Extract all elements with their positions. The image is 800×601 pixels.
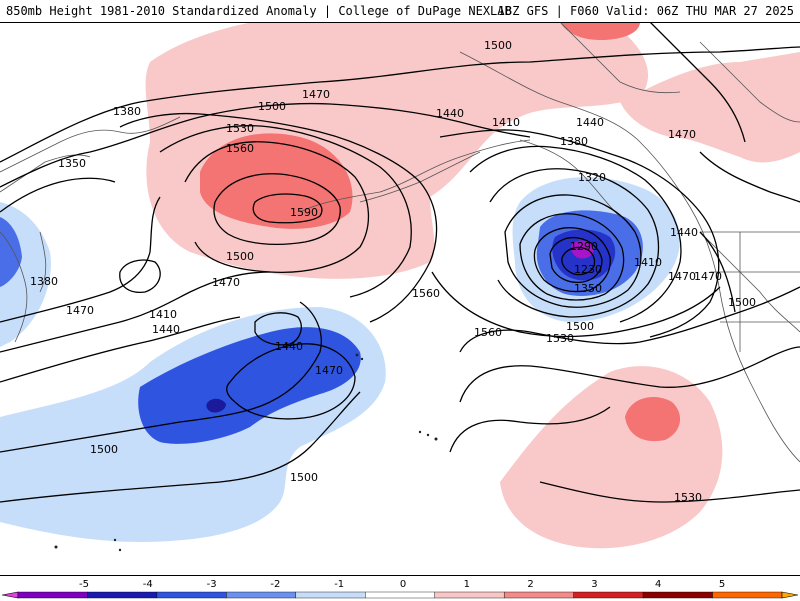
contour-label: 1470: [66, 304, 94, 317]
anomaly-fill-negative-west-core: [0, 217, 22, 287]
colorbar-tick-label: 2: [527, 579, 533, 590]
anomaly-fill-negative-central-dot: [206, 398, 226, 413]
contour-label: 1440: [152, 323, 180, 336]
anomaly-fill-positive-core: [200, 133, 353, 229]
contour-label: 1500: [728, 296, 756, 309]
contour-label: 1590: [290, 206, 318, 219]
anomaly-fill-negative-low-center: [571, 240, 594, 259]
anomaly-fill-positive-south-core: [625, 397, 681, 442]
colorbar-segment: [434, 591, 505, 599]
contour-label: 1470: [694, 270, 722, 283]
colorbar-tick-label: 3: [591, 579, 597, 590]
contour-label: 1440: [670, 226, 698, 239]
colorbar-arrow-right: [781, 591, 799, 599]
colorbar-segment: [365, 591, 435, 599]
colorbar: -5 -4 -3 -2 -1 0 1 2 3 4 5: [0, 575, 800, 601]
contour-label: 1410: [149, 308, 177, 321]
colorbar-tick-label: -1: [334, 579, 344, 590]
coastlines: [0, 22, 800, 463]
contour-label: 1290: [570, 240, 598, 253]
map-canvas: 1380 1350 1380 1470 1410 1440 1500 1470 …: [0, 22, 800, 575]
contour-label: 1500: [226, 250, 254, 263]
contour-label: 1380: [560, 135, 588, 148]
colorbar-canvas: -5 -4 -3 -2 -1 0 1 2 3 4 5: [1, 579, 799, 599]
contour-label: 1440: [436, 107, 464, 120]
contour-label: 1350: [574, 282, 602, 295]
contour-label: 1380: [30, 275, 58, 288]
anomaly-map: 1380 1350 1380 1470 1410 1440 1500 1470 …: [0, 22, 800, 575]
colorbar-segment: [503, 591, 574, 599]
contour-label: 1500: [566, 320, 594, 333]
colorbar-tick-label: -3: [207, 579, 217, 590]
contour-label: 1410: [492, 116, 520, 129]
colorbar-segment: [712, 591, 783, 599]
colorbar-segment: [87, 591, 158, 599]
colorbar-tick-label: 5: [719, 579, 725, 590]
valid-time: 18Z GFS | F060 Valid: 06Z THU MAR 27 202…: [497, 4, 794, 18]
contour-label: 1500: [484, 39, 512, 52]
anomaly-fill-positive-top: [560, 22, 640, 40]
contour-label: 1230: [574, 263, 602, 276]
contour-label: 1560: [412, 287, 440, 300]
contour-label: 1500: [290, 471, 318, 484]
colorbar-segment: [156, 591, 227, 599]
contour-label: 1530: [674, 491, 702, 504]
contour-label: 1380: [113, 105, 141, 118]
contour-label: 1350: [58, 157, 86, 170]
height-contours: [0, 22, 800, 503]
contour-label: 1530: [546, 332, 574, 345]
contour-label: 1470: [302, 88, 330, 101]
anomaly-fill-negative-central-core: [138, 327, 361, 444]
contour-label: 1440: [576, 116, 604, 129]
contour-label: 1470: [212, 276, 240, 289]
contour-label: 1470: [315, 364, 343, 377]
colorbar-tick-label: -4: [143, 579, 153, 590]
colorbar-tick-label: 0: [400, 579, 406, 590]
contour-label: 1500: [90, 443, 118, 456]
contour-label: 1500: [258, 100, 286, 113]
contour-label: 1320: [578, 171, 606, 184]
colorbar-segment: [642, 591, 713, 599]
contour-label: 1470: [668, 270, 696, 283]
anomaly-fill-positive-northeast: [620, 52, 800, 163]
colorbar-arrow-left: [1, 591, 19, 599]
contour-label: 1410: [634, 256, 662, 269]
colorbar-tick-label: 4: [655, 579, 661, 590]
islands: [54, 353, 438, 552]
map-header: 850mb Height 1981-2010 Standardized Anom…: [0, 0, 800, 23]
colorbar-tick-label: -2: [270, 579, 280, 590]
contour-label: 1560: [474, 326, 502, 339]
map-title: 850mb Height 1981-2010 Standardized Anom…: [6, 4, 512, 18]
contour-labels: 1380 1350 1380 1470 1410 1440 1500 1470 …: [30, 39, 756, 504]
colorbar-tick-label: 1: [464, 579, 470, 590]
colorbar-segment: [573, 591, 644, 599]
contour-label: 1560: [226, 142, 254, 155]
colorbar-tick-label: -5: [79, 579, 89, 590]
contour-label: 1470: [668, 128, 696, 141]
colorbar-segment: [226, 591, 297, 599]
colorbar-segment: [17, 591, 88, 599]
colorbar-segment: [295, 591, 366, 599]
contour-label: 1530: [226, 122, 254, 135]
contour-label: 1440: [275, 340, 303, 353]
